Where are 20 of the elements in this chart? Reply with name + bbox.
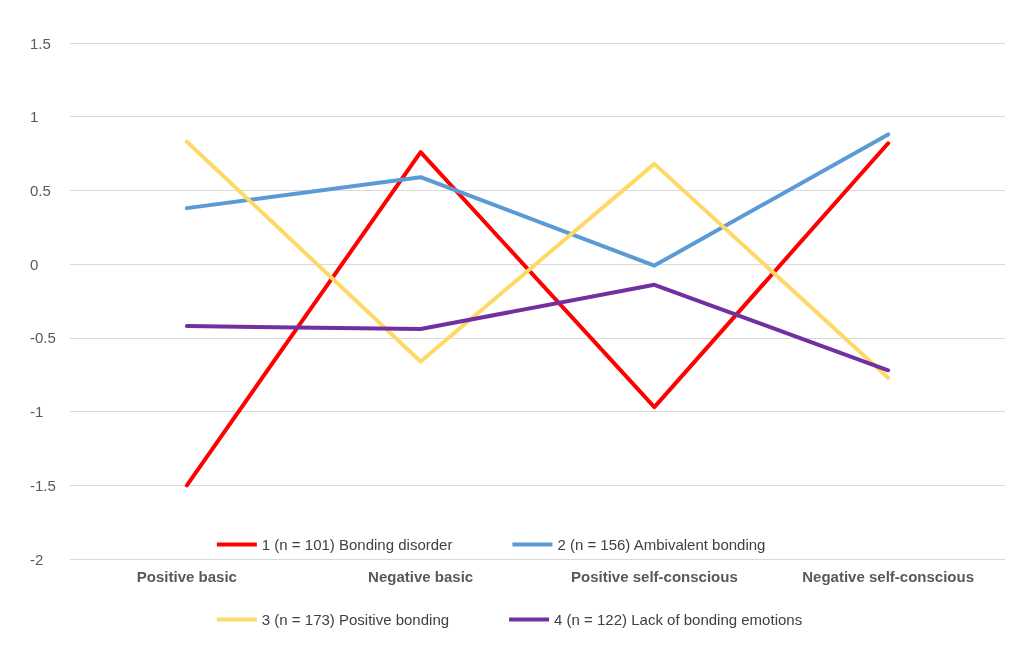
y-tick-label: -0.5 bbox=[30, 329, 56, 347]
legend-label: 2 (n = 156) Ambivalent bonding bbox=[557, 536, 766, 553]
line-series bbox=[184, 141, 891, 488]
legend-label: 1 (n = 101) Bonding disorder bbox=[261, 536, 453, 553]
y-tick-label: 1.5 bbox=[30, 34, 51, 52]
y-tick-label: 0 bbox=[30, 255, 39, 273]
line-series bbox=[184, 282, 891, 373]
x-tick-label: Positive basic bbox=[136, 568, 237, 585]
y-tick-label: -2 bbox=[30, 550, 44, 568]
line-series bbox=[184, 139, 891, 380]
x-tick-label: Positive self-conscious bbox=[571, 568, 738, 585]
x-tick-label: Negative basic bbox=[368, 568, 474, 585]
legend-label: 4 (n = 122) Lack of bonding emotions bbox=[554, 611, 803, 628]
y-tick-label: 0.5 bbox=[30, 181, 51, 199]
y-tick-label: -1 bbox=[30, 403, 44, 421]
y-tick-label: -1.5 bbox=[30, 476, 56, 494]
y-tick-label: 1 bbox=[30, 108, 39, 126]
x-tick-label: Negative self-conscious bbox=[802, 568, 974, 585]
legend-label: 3 (n = 173) Positive bonding bbox=[261, 611, 450, 628]
line-series bbox=[184, 132, 891, 268]
